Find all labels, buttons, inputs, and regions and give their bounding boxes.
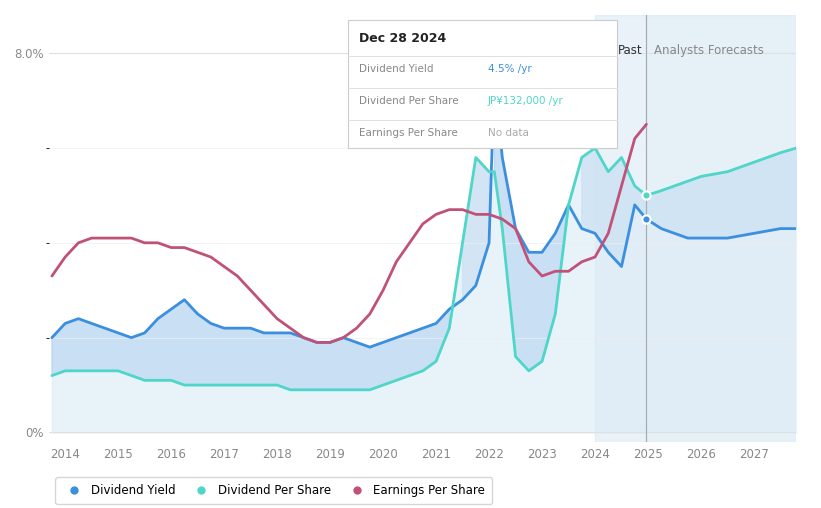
Text: Analysts Forecasts: Analysts Forecasts — [654, 44, 764, 57]
Text: Earnings Per Share: Earnings Per Share — [360, 129, 458, 138]
Point — [640, 215, 653, 223]
Legend: Dividend Yield, Dividend Per Share, Earnings Per Share: Dividend Yield, Dividend Per Share, Earn… — [55, 477, 493, 504]
Text: Dividend Per Share: Dividend Per Share — [360, 97, 459, 106]
Text: JP¥132,000 /yr: JP¥132,000 /yr — [488, 97, 564, 106]
Point — [640, 192, 653, 200]
Text: Past: Past — [617, 44, 642, 57]
Text: 4.5% /yr: 4.5% /yr — [488, 65, 532, 74]
FancyBboxPatch shape — [348, 19, 617, 147]
Text: No data: No data — [488, 129, 529, 138]
Bar — [646, 15, 796, 442]
Text: Dividend Yield: Dividend Yield — [360, 65, 433, 74]
Bar — [595, 15, 646, 442]
Text: Dec 28 2024: Dec 28 2024 — [360, 33, 447, 45]
